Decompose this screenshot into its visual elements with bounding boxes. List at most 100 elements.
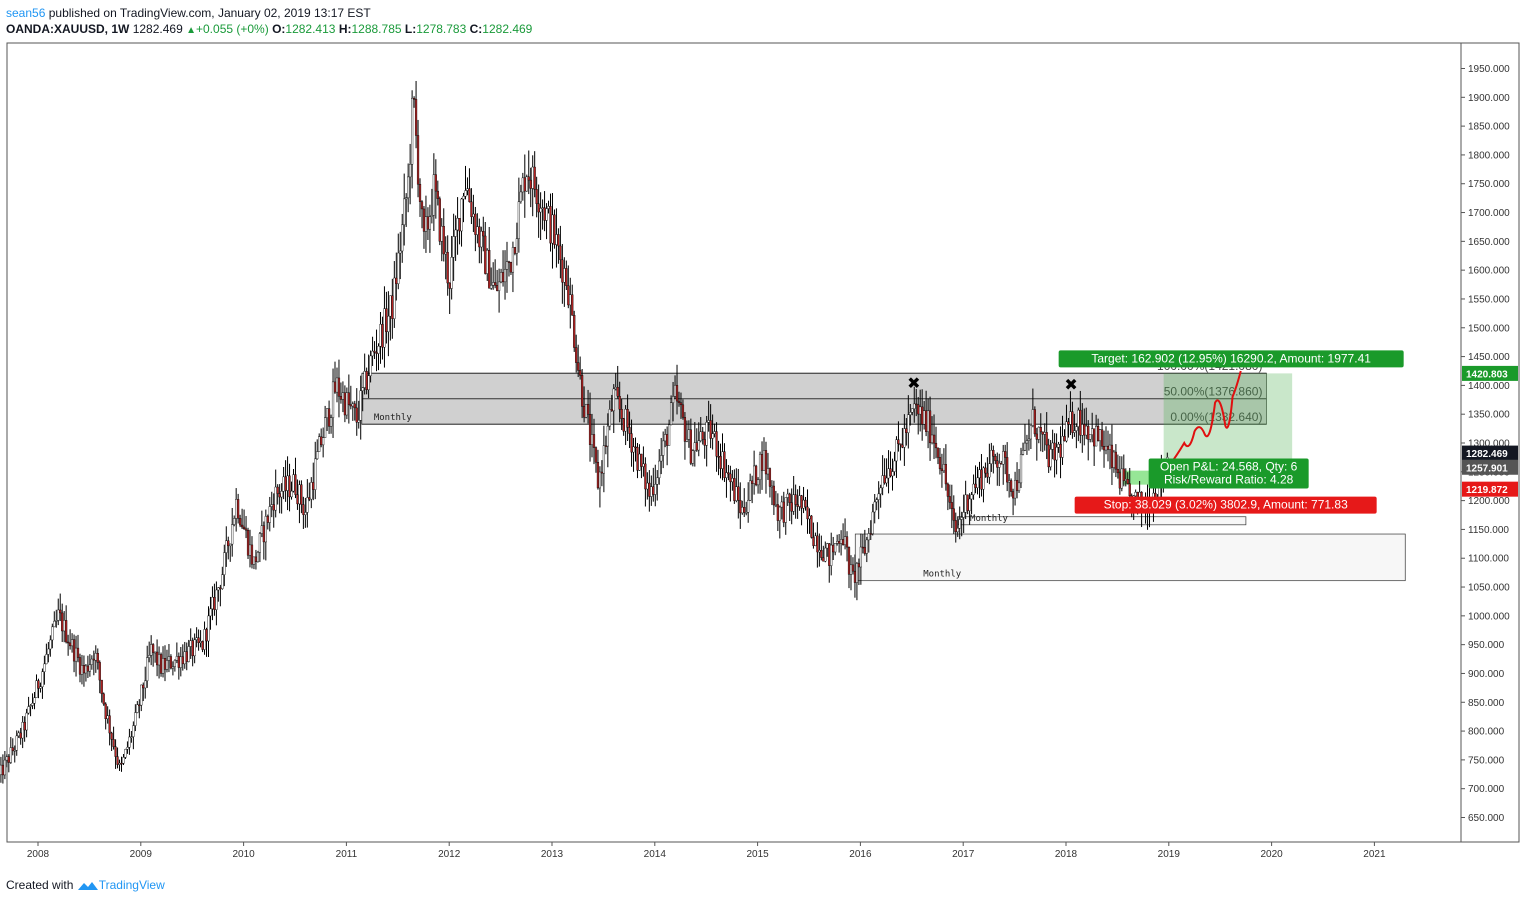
y-tick-label: 1450.000 <box>1468 352 1510 363</box>
candle <box>675 385 679 402</box>
zone-label: Monthly <box>374 413 413 423</box>
candle <box>503 269 507 283</box>
candle <box>743 506 746 513</box>
candle <box>476 226 479 235</box>
candle <box>1102 446 1106 451</box>
y-tick-label: 650.000 <box>1468 813 1505 824</box>
candle <box>23 722 26 731</box>
candle <box>632 446 635 453</box>
candle <box>57 609 60 621</box>
candle <box>163 658 167 670</box>
candle <box>624 409 627 432</box>
candle <box>928 410 932 444</box>
candle <box>438 198 441 242</box>
candle <box>409 163 412 178</box>
target-label-text: Target: 162.902 (12.95%) 16290.2, Amount… <box>1091 351 1371 365</box>
candle <box>717 456 720 458</box>
candle <box>189 640 192 647</box>
candle <box>1027 438 1031 441</box>
candle <box>357 420 360 423</box>
candle <box>885 477 888 484</box>
candle <box>693 442 696 452</box>
candle <box>193 639 196 657</box>
candle <box>966 494 969 511</box>
x-tick-label: 2015 <box>746 849 769 860</box>
candle <box>794 494 797 505</box>
candle <box>527 176 530 181</box>
candle <box>312 482 315 490</box>
candle <box>152 644 155 653</box>
candle <box>942 464 946 471</box>
candle <box>610 409 613 412</box>
candle <box>588 414 592 445</box>
candle <box>11 747 14 751</box>
candle <box>774 504 777 506</box>
candle <box>304 512 307 515</box>
candle <box>768 468 772 487</box>
y-tick-label: 1850.000 <box>1468 122 1510 133</box>
candle <box>849 564 853 575</box>
candle <box>165 660 169 670</box>
candle <box>1118 472 1121 489</box>
candle <box>436 190 439 199</box>
candle <box>1112 451 1116 468</box>
x-tick-label: 2021 <box>1363 849 1386 860</box>
candle <box>61 612 64 632</box>
candle <box>39 686 42 689</box>
author-link[interactable]: sean56 <box>6 6 46 20</box>
candle <box>758 454 762 480</box>
candle <box>308 497 311 500</box>
candle <box>725 472 728 478</box>
candle <box>264 516 267 543</box>
candle <box>155 651 159 666</box>
candle <box>990 450 993 464</box>
candle <box>316 451 319 460</box>
candle <box>86 665 89 672</box>
candle <box>828 543 831 566</box>
candle <box>851 564 855 572</box>
tradingview-brand[interactable]: TradingView <box>98 878 165 892</box>
candle <box>1134 491 1137 497</box>
candle <box>1100 429 1104 447</box>
candle <box>642 463 645 467</box>
candle <box>705 422 708 446</box>
candle <box>377 345 380 354</box>
candle <box>677 400 681 403</box>
candle <box>869 533 872 535</box>
candle <box>1041 431 1044 435</box>
candle <box>1031 409 1034 426</box>
candle <box>938 457 942 470</box>
candle <box>446 251 449 284</box>
candle <box>1008 480 1011 483</box>
candle <box>331 381 335 418</box>
candle <box>824 547 827 562</box>
candle <box>74 647 78 662</box>
candle <box>322 437 325 446</box>
candle <box>563 268 566 283</box>
candle <box>602 445 605 474</box>
candle <box>796 504 799 507</box>
symbol-label: OANDA:XAUUSD, 1W <box>6 22 130 36</box>
candle <box>1120 468 1123 489</box>
x-tick-label: 2013 <box>541 849 564 860</box>
candle <box>897 439 900 444</box>
candle <box>1063 436 1066 442</box>
price-axis-badge <box>1462 459 1518 475</box>
candle <box>577 362 580 371</box>
x-tick-label: 2016 <box>849 849 872 860</box>
candle <box>881 475 884 489</box>
candle <box>818 550 821 553</box>
candle <box>1039 426 1042 433</box>
candle <box>543 207 546 221</box>
candle <box>830 544 833 566</box>
candle <box>731 478 734 483</box>
candle <box>159 654 163 674</box>
candle <box>638 453 641 471</box>
candle <box>1015 480 1019 491</box>
candle <box>727 472 730 475</box>
candle <box>940 468 944 471</box>
y-tick-label: 800.000 <box>1468 727 1505 738</box>
candle <box>49 639 52 650</box>
candle <box>952 508 955 521</box>
